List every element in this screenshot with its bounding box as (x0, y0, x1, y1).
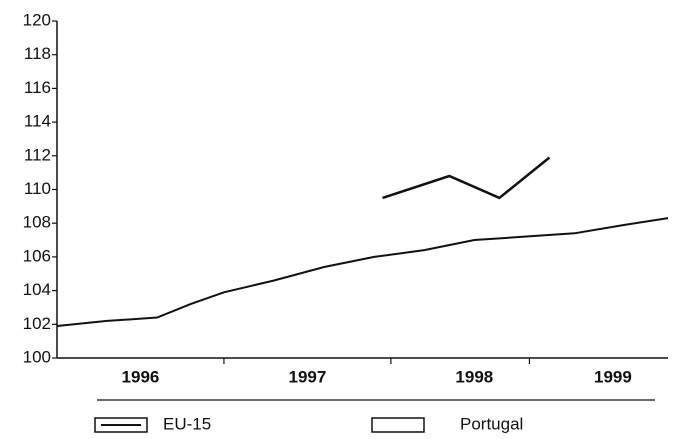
x-tick-label: 1998 (455, 367, 493, 386)
series-line (382, 156, 551, 200)
x-tick-label: 1996 (122, 367, 160, 386)
legend-label: EU-15 (163, 414, 211, 433)
y-tick-label: 114 (24, 112, 51, 131)
y-tick-label: 108 (23, 213, 51, 232)
series-line (56, 217, 669, 327)
y-tick-label: 110 (24, 179, 51, 198)
legend-swatch (371, 417, 425, 433)
y-tick-label: 104 (23, 280, 51, 299)
legend-label: Portugal (460, 414, 523, 433)
y-tick-label: 118 (24, 44, 51, 63)
x-tick-label: 1997 (288, 367, 326, 386)
y-tick-label: 102 (23, 314, 51, 333)
y-tick-label: 106 (23, 246, 51, 265)
y-tick-label: 116 (24, 78, 51, 97)
x-tick-label: 1999 (594, 367, 632, 386)
y-tick-label: 100 (23, 347, 51, 366)
y-tick-label: 120 (23, 10, 51, 29)
y-tick-label: 112 (24, 145, 51, 164)
